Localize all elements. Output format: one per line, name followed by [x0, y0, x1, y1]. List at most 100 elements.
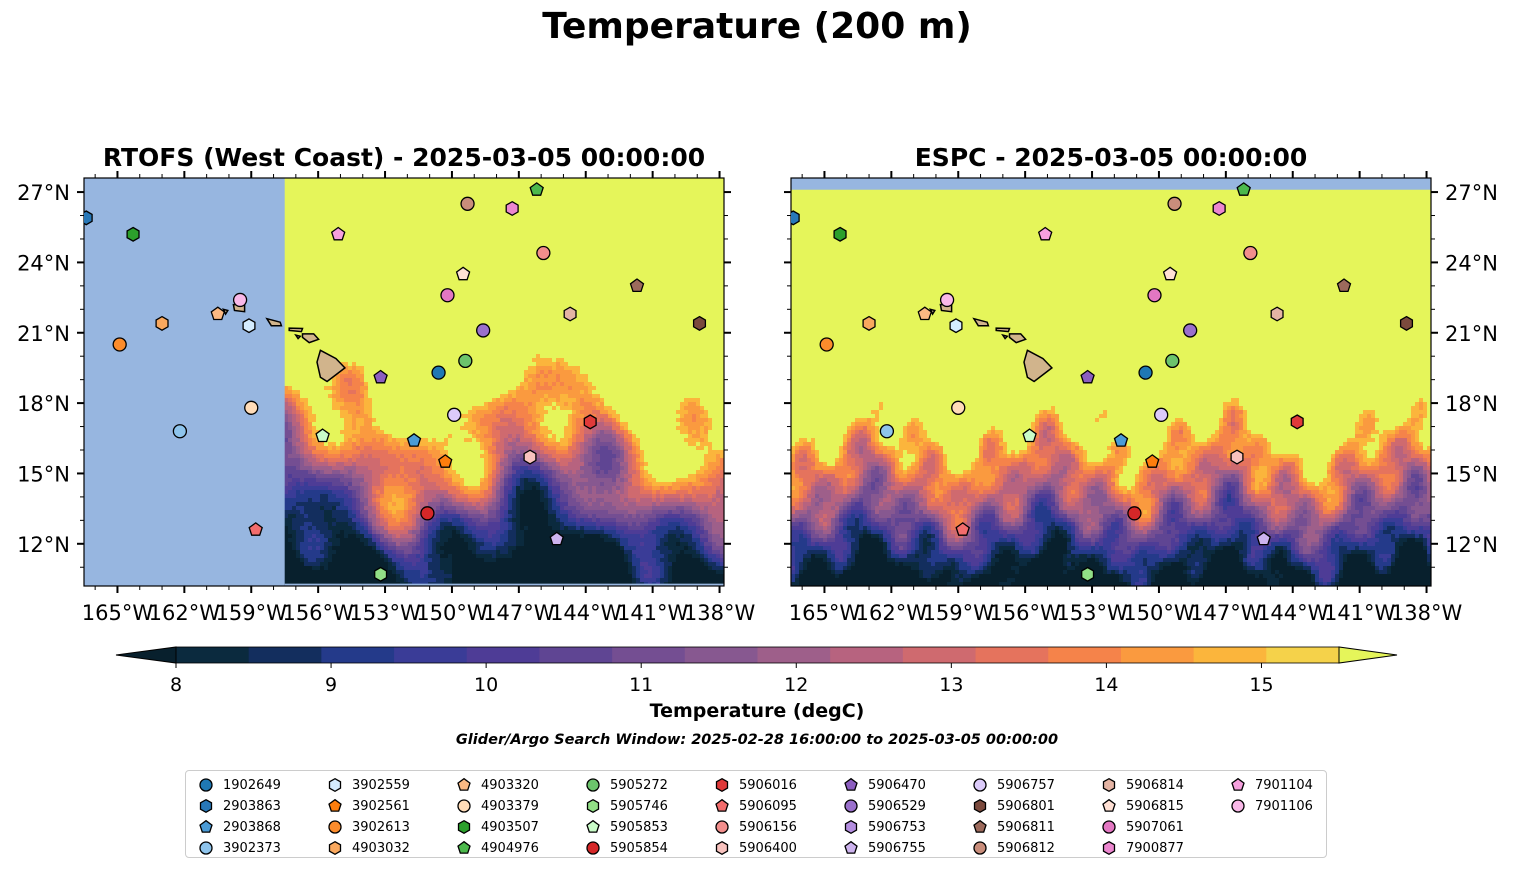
legend-label: 5905272: [610, 777, 668, 793]
float-5905272: [458, 353, 473, 369]
left-panel-title: RTOFS (West Coast) - 2025-03-05 00:00:00: [102, 143, 706, 172]
legend-label: 5906753: [868, 819, 926, 835]
x-tick-label: 138°W: [1391, 601, 1463, 625]
legend-marker: [586, 778, 600, 792]
legend-marker: [328, 777, 342, 793]
legend-marker: [457, 819, 471, 835]
float-4903320: [210, 306, 226, 321]
float-7901106: [232, 292, 248, 308]
x-tick-label: 147°W: [1190, 601, 1262, 625]
legend-marker: [715, 777, 729, 793]
float-3902559: [242, 318, 256, 334]
legend-label: 5907061: [1126, 819, 1184, 835]
legend-marker-5906753: [844, 819, 858, 835]
legend-label: 5906812: [997, 840, 1055, 856]
float-2903863: [791, 210, 800, 226]
legend-label: 5905746: [610, 798, 668, 814]
legend-label: 1902649: [223, 777, 281, 793]
legend-marker: [844, 799, 858, 813]
y-tick-label: 24°N: [17, 251, 70, 275]
colorbar-tick-label: 15: [1249, 674, 1273, 696]
x-tick-label: 156°W: [282, 601, 354, 625]
float-5906755: [1256, 531, 1271, 546]
map-frame: [790, 177, 1432, 587]
legend-label: 5906814: [1126, 777, 1184, 793]
legend-marker: [1231, 777, 1245, 791]
rtofs-map: 165°W162°W159°W156°W153°W150°W147°W144°W…: [17, 171, 755, 625]
float-5906400: [1230, 449, 1244, 465]
float-4903507: [833, 226, 847, 242]
x-tick-label: 144°W: [550, 601, 622, 625]
legend-marker: [715, 840, 729, 856]
legend-marker: [199, 798, 213, 814]
colorbar-tick-label: 9: [325, 674, 337, 696]
legend-item: 3902559: [327, 775, 410, 795]
legend-item: 5906812: [972, 838, 1055, 858]
legend-marker: [457, 840, 471, 854]
no-data-region: [284, 583, 724, 586]
y-tick-label: 27°N: [17, 181, 70, 205]
float-5906812: [1167, 196, 1182, 211]
colorbar-tick-label: 12: [784, 674, 808, 696]
island-landmass: [972, 317, 990, 327]
legend-marker-4904976: [457, 840, 471, 854]
colorbar-tick-label: 13: [939, 674, 963, 696]
float-5906811: [1336, 278, 1352, 293]
legend-label: 2903863: [223, 798, 281, 814]
legend-label: 5905854: [610, 840, 668, 856]
x-tick-label: 141°W: [1324, 601, 1396, 625]
legend-marker-4903379: [457, 799, 471, 813]
float-5906095: [955, 522, 970, 536]
float-5906016: [1290, 414, 1304, 430]
colorbar-bin: [1266, 647, 1340, 663]
float-7901104: [330, 226, 346, 241]
legend-item: 5906470: [843, 775, 926, 795]
float-5905853: [315, 428, 330, 443]
legend-item: 3902561: [327, 796, 410, 816]
float-1902649: [431, 365, 446, 380]
y-tick-label: 15°N: [1445, 462, 1498, 486]
legend-marker-5906016: [715, 777, 729, 793]
legend-marker-3902559: [328, 777, 342, 793]
y-tick-label: 12°N: [17, 533, 70, 557]
x-tick-label: 150°W: [1123, 601, 1195, 625]
legend-label: 5906755: [868, 840, 926, 856]
legend-label: 5906156: [739, 819, 797, 835]
legend-item: 5906755: [843, 838, 926, 858]
x-tick-label: 153°W: [349, 601, 421, 625]
legend-label: 3902373: [223, 840, 281, 856]
float-2903868: [406, 432, 422, 447]
espc-map: 165°W162°W159°W156°W153°W150°W147°W144°W…: [784, 171, 1498, 625]
float-5905854: [420, 506, 435, 521]
legend-marker: [586, 798, 600, 814]
legend-item: 5906801: [972, 796, 1055, 816]
float-markers: [84, 182, 707, 582]
float-3902373: [172, 424, 188, 439]
legend-item: 5906753: [843, 817, 926, 837]
float-5906801: [692, 315, 707, 331]
x-tick-label: 141°W: [617, 601, 689, 625]
y-tick-label: 15°N: [17, 462, 70, 486]
legend-marker-2903868: [199, 819, 213, 833]
legend-item: 5905272: [585, 775, 668, 795]
legend-label: 5906529: [868, 798, 926, 814]
colorbar-tick-label: 10: [474, 674, 498, 696]
float-5905746: [374, 566, 388, 582]
x-tick-label: 165°W: [789, 601, 861, 625]
legend-marker-5905854: [586, 841, 600, 855]
float-7901104: [1037, 226, 1053, 241]
legend-label: 5906757: [997, 777, 1055, 793]
legend-marker-5905272: [586, 778, 600, 792]
legend-marker: [457, 799, 471, 813]
legend-label: 3902561: [352, 798, 410, 814]
legend-label: 5906016: [739, 777, 797, 793]
map-frame: [83, 177, 725, 587]
float-4903507: [126, 226, 140, 242]
float-5906814: [1270, 306, 1284, 322]
legend-label: 4903320: [481, 777, 539, 793]
island-landmass: [1023, 349, 1054, 383]
legend-marker-5906529: [844, 799, 858, 813]
legend-item: 4903507: [456, 817, 539, 837]
float-4903379: [244, 400, 259, 415]
float-markers: [791, 182, 1414, 582]
